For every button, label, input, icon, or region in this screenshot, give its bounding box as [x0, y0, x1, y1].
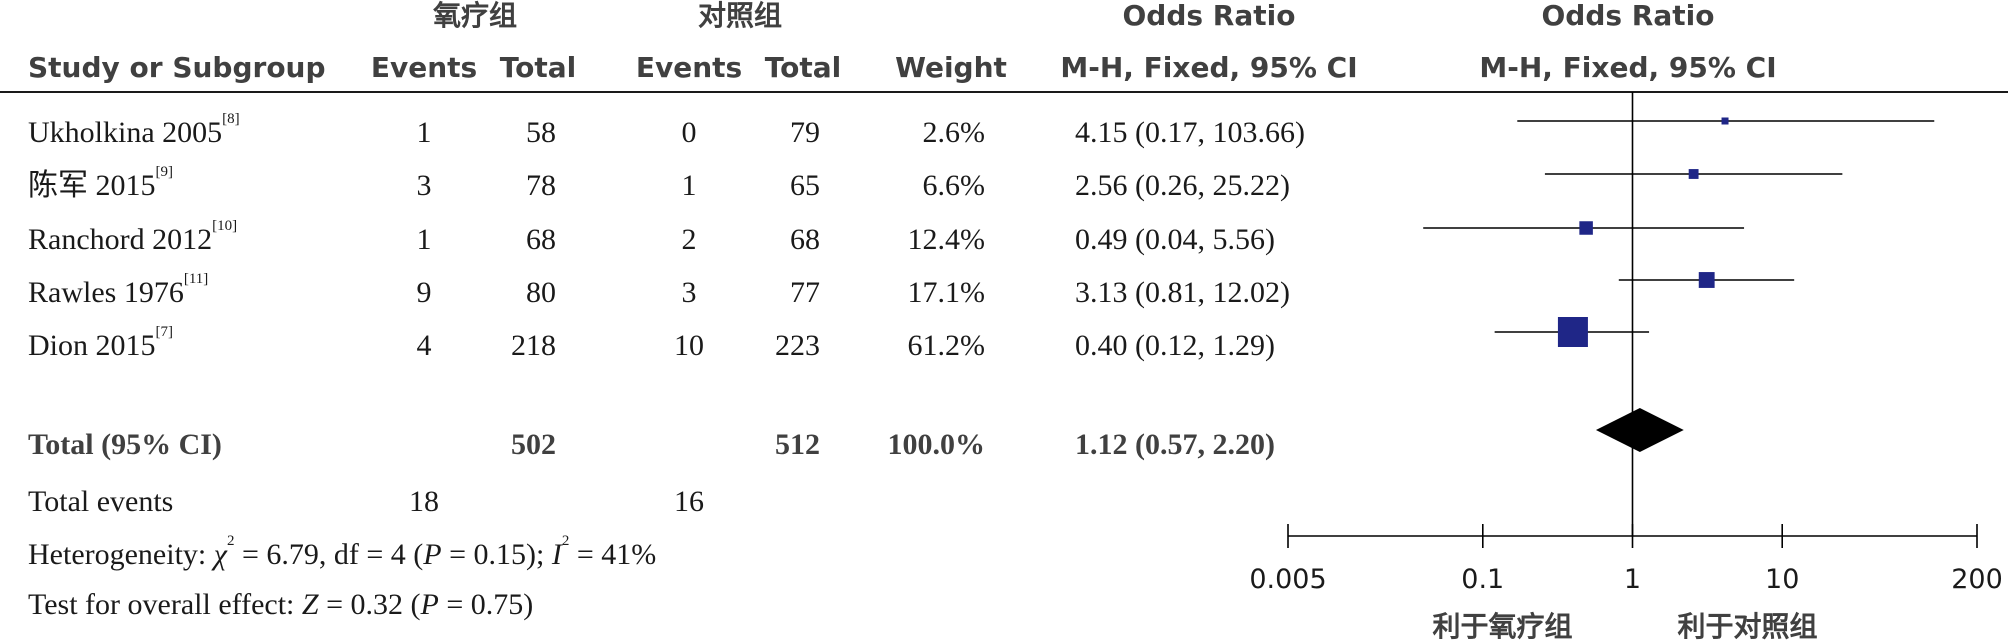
favours-left-label: 利于氧疗组: [1432, 610, 1572, 640]
total-total1: 502: [511, 428, 556, 461]
odds-ratio-title-left: Odds Ratio: [1122, 0, 1296, 32]
study-ci-text: 0.49 (0.04, 5.56): [1075, 223, 1275, 256]
study-events2: 3: [681, 276, 697, 309]
study-ci-text: 4.15 (0.17, 103.66): [1075, 116, 1305, 149]
study-ci-text: 2.56 (0.26, 25.22): [1075, 169, 1290, 202]
col-method-header-left: M-H, Fixed, 95% CI: [1060, 51, 1358, 84]
header-divider: [0, 91, 2008, 93]
study-name: 陈军 2015[9]: [28, 164, 173, 202]
total-events1: 18: [409, 485, 439, 518]
study-total1: 218: [511, 329, 556, 362]
study-total2: 65: [790, 169, 820, 202]
study-events2: 1: [681, 169, 697, 202]
study-total1: 80: [526, 276, 556, 309]
col-events2-header: Events: [635, 51, 743, 84]
study-ci-text: 3.13 (0.81, 12.02): [1075, 276, 1290, 309]
study-weight: 17.1%: [907, 276, 986, 309]
col-total1-header: Total: [499, 51, 577, 84]
col-total2-header: Total: [764, 51, 842, 84]
study-weight: 2.6%: [922, 116, 986, 149]
study-name: Dion 2015[7]: [28, 324, 173, 362]
study-total2: 77: [790, 276, 820, 309]
total-weight: 100.0%: [887, 428, 986, 461]
study-weight: 61.2%: [907, 329, 986, 362]
pooled-diamond: [1595, 408, 1684, 452]
study-marker: [1688, 169, 1699, 179]
total-events2: 16: [674, 485, 704, 518]
study-total2: 68: [790, 223, 820, 256]
study-weight: 6.6%: [922, 169, 986, 202]
x-tick-label: 200: [1951, 564, 2003, 595]
total-events-label: Total events: [28, 485, 174, 518]
odds-ratio-title-right: Odds Ratio: [1541, 0, 1715, 32]
study-total1: 68: [526, 223, 556, 256]
study-events1: 1: [416, 116, 432, 149]
study-marker: [1721, 117, 1729, 125]
study-name: Ranchord 2012[10]: [28, 218, 238, 256]
study-marker: [1579, 221, 1593, 235]
col-weight-header: Weight: [895, 51, 1007, 84]
study-events2: 0: [681, 116, 697, 149]
study-weight: 12.4%: [907, 223, 986, 256]
x-tick-label: 0.1: [1461, 564, 1504, 595]
heterogeneity-text: Heterogeneity: χ2 = 6.79, df = 4 (P = 0.…: [28, 533, 657, 571]
study-events1: 3: [416, 169, 432, 202]
total-ci-text: 1.12 (0.57, 2.20): [1075, 428, 1275, 461]
study-ci-text: 0.40 (0.12, 1.29): [1075, 329, 1275, 362]
study-events1: 4: [416, 329, 432, 362]
study-marker: [1557, 317, 1588, 347]
overall-effect-text: Test for overall effect: Z = 0.32 (P = 0…: [28, 588, 534, 621]
col-method-header-right: M-H, Fixed, 95% CI: [1479, 51, 1777, 84]
study-name: Ukholkina 2005[8]: [28, 111, 240, 149]
study-name: Rawles 1976[11]: [28, 271, 209, 309]
study-events1: 9: [416, 276, 432, 309]
study-total2: 223: [775, 329, 820, 362]
study-events1: 1: [416, 223, 432, 256]
total-total2: 512: [775, 428, 820, 461]
col-study-header: Study or Subgroup: [28, 51, 326, 84]
x-tick-label: 0.005: [1249, 564, 1326, 595]
favours-right-label: 利于对照组: [1678, 610, 1818, 640]
group1-header: 氧疗组: [432, 0, 518, 32]
study-events2: 10: [674, 329, 704, 362]
x-tick-label: 1: [1624, 564, 1641, 595]
col-events1-header: Events: [370, 51, 478, 84]
study-total2: 79: [790, 116, 820, 149]
x-tick-label: 10: [1765, 564, 1799, 595]
study-total1: 58: [526, 116, 556, 149]
study-marker: [1698, 272, 1715, 288]
total-label: Total (95% CI): [28, 428, 222, 461]
group2-header: 对照组: [697, 0, 783, 32]
study-events2: 2: [681, 223, 697, 256]
study-total1: 78: [526, 169, 556, 202]
